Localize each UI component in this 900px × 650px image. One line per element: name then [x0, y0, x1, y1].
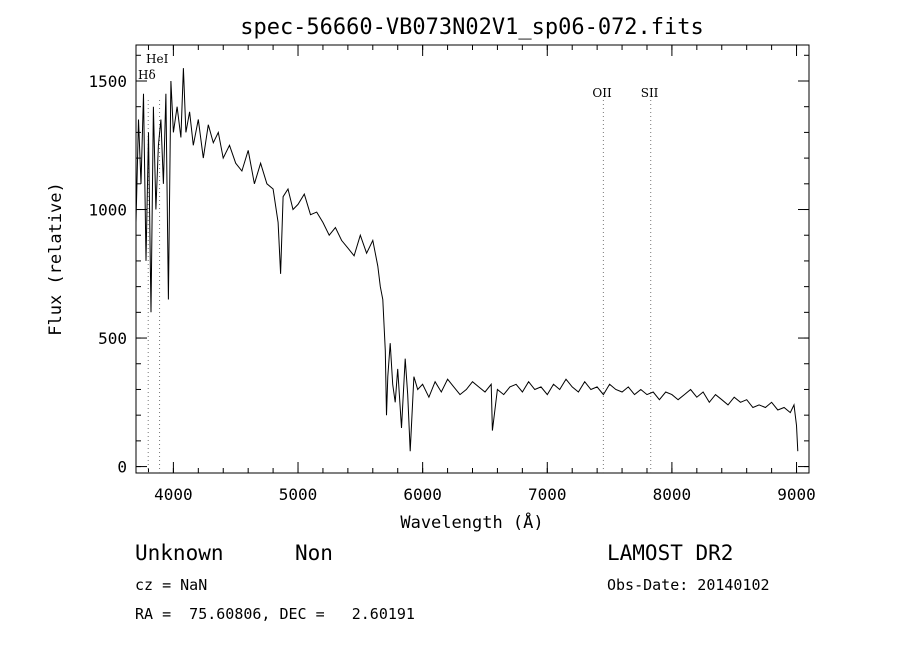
line-label: OII: [592, 86, 612, 100]
x-tick-label: 7000: [528, 485, 567, 504]
footer-obs-date: Obs-Date: 20140102: [607, 576, 770, 594]
spectrum-line: [135, 68, 799, 452]
line-label: SII: [641, 86, 659, 100]
x-tick-label: 4000: [154, 485, 193, 504]
footer-class: Unknown: [135, 541, 224, 565]
plot-frame: [135, 44, 810, 474]
chart-title: spec-56660-VB073N02V1_sp06-072.fits: [240, 15, 704, 40]
x-tick-label: 5000: [279, 485, 318, 504]
footer-radec: RA = 75.60806, DEC = 2.60191: [135, 605, 415, 623]
emission-line-markers: HeI Hδ OII SII: [138, 52, 659, 473]
x-axis-label: Wavelength (Å): [400, 511, 543, 533]
line-label: HeI: [146, 52, 169, 66]
footer-subclass: Non: [295, 541, 333, 565]
x-tick-label: 6000: [403, 485, 442, 504]
y-tick-label: 1500: [88, 72, 127, 91]
x-tick-label: 9000: [777, 485, 816, 504]
footer-survey: LAMOST DR2: [607, 541, 733, 565]
x-tick-label: 8000: [653, 485, 692, 504]
footer-cz: cz = NaN: [135, 576, 207, 594]
y-tick-label: 0: [117, 458, 127, 477]
y-axis-label: Flux (relative): [46, 182, 66, 336]
plot-axes: 4000 5000 6000 7000 8000 9000 0 500 1000 1500: [88, 44, 816, 504]
y-tick-label: 1000: [88, 201, 127, 220]
y-tick-label: 500: [98, 329, 127, 348]
line-label: Hδ: [138, 68, 156, 82]
